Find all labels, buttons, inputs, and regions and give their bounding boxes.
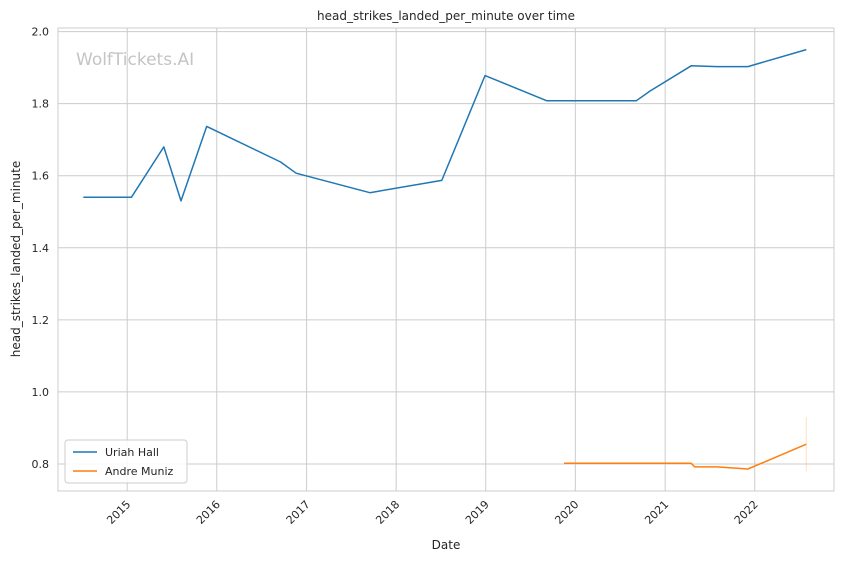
x-tick-label: 2018 (373, 498, 402, 527)
series-layer (83, 48, 807, 472)
x-tick-label: 2020 (552, 498, 581, 527)
y-tick-label: 1.2 (32, 314, 50, 327)
x-tick-label: 2022 (732, 498, 761, 527)
x-gridlines (126, 28, 756, 491)
y-tick-label: 0.8 (32, 458, 50, 471)
legend: Uriah Hall Andre Muniz (64, 439, 188, 484)
y-tick-label: 1.8 (32, 98, 50, 111)
y-tick-label: 1.6 (32, 170, 50, 183)
y-tick-label: 1.0 (32, 386, 50, 399)
x-tick-label: 2021 (642, 498, 671, 527)
x-axis-title: Date (432, 538, 461, 552)
y-tick-label: 1.4 (32, 242, 50, 255)
x-tick-label: 2015 (104, 498, 133, 527)
x-tick-label: 2017 (284, 498, 313, 527)
plot-area (57, 27, 835, 492)
series-uriah-hall-line (83, 48, 807, 202)
y-gridlines (58, 31, 834, 465)
y-axis-title: head_strikes_landed_per_minute (9, 161, 23, 358)
watermark-text: WolfTickets.AI (76, 50, 194, 70)
legend-box (64, 439, 188, 484)
legend-label-uriah-hall: Uriah Hall (105, 446, 159, 459)
y-tick-label: 2.0 (32, 26, 50, 39)
x-tick-label: 2019 (463, 498, 492, 527)
legend-label-andre-muniz: Andre Muniz (105, 465, 174, 478)
y-tick-labels: 0.8 1.0 1.2 1.4 1.6 1.8 2.0 (32, 26, 50, 471)
x-tick-labels: 2015 2016 2017 2018 2019 2020 2021 2022 (104, 498, 761, 527)
x-tick-label: 2016 (194, 498, 223, 527)
series-andre-muniz-line (564, 443, 807, 470)
chart-title: head_strikes_landed_per_minute over time (317, 9, 575, 23)
